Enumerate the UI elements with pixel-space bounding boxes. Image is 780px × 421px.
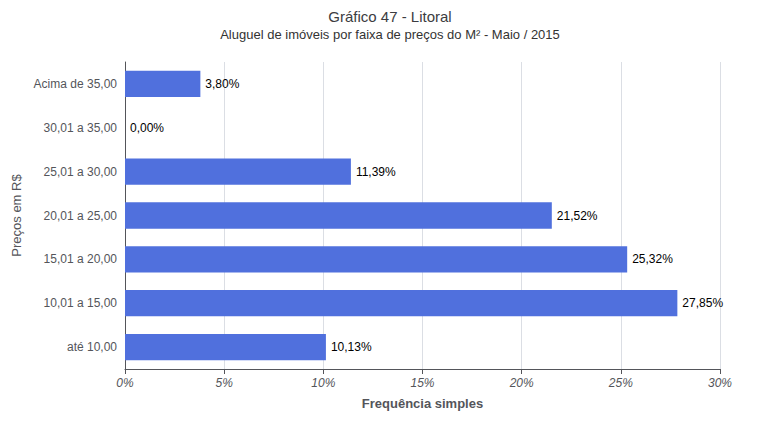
svg-text:Preços em R$: Preços em R$ <box>9 174 24 257</box>
svg-text:20%: 20% <box>509 376 534 390</box>
svg-text:Aluguel de imóveis por faixa d: Aluguel de imóveis por faixa de preços d… <box>220 27 560 42</box>
svg-text:30%: 30% <box>708 376 732 390</box>
svg-text:20,01 a 25,00: 20,01 a 25,00 <box>44 209 118 223</box>
svg-text:25%: 25% <box>608 376 633 390</box>
svg-text:até 10,00: até 10,00 <box>67 340 117 354</box>
svg-text:15,01 a 20,00: 15,01 a 20,00 <box>44 252 118 266</box>
svg-text:Gráfico 47 - Litoral: Gráfico 47 - Litoral <box>328 8 451 25</box>
svg-text:0,00%: 0,00% <box>130 121 164 135</box>
svg-text:21,52%: 21,52% <box>557 209 598 223</box>
svg-text:3,80%: 3,80% <box>205 77 239 91</box>
svg-text:25,01 a 30,00: 25,01 a 30,00 <box>44 165 118 179</box>
svg-text:10%: 10% <box>311 376 335 390</box>
svg-text:10,01 a 15,00: 10,01 a 15,00 <box>44 296 118 310</box>
svg-text:30,01 a 35,00: 30,01 a 35,00 <box>44 121 118 135</box>
svg-text:Frequência simples: Frequência simples <box>362 396 483 411</box>
svg-text:11,39%: 11,39% <box>356 165 396 179</box>
svg-text:10,13%: 10,13% <box>331 340 372 354</box>
svg-text:5%: 5% <box>215 376 233 390</box>
svg-text:0%: 0% <box>116 376 134 390</box>
svg-text:25,32%: 25,32% <box>632 252 673 266</box>
svg-text:Acima de 35,00: Acima de 35,00 <box>34 77 118 91</box>
svg-text:15%: 15% <box>410 376 434 390</box>
svg-text:27,85%: 27,85% <box>682 296 723 310</box>
